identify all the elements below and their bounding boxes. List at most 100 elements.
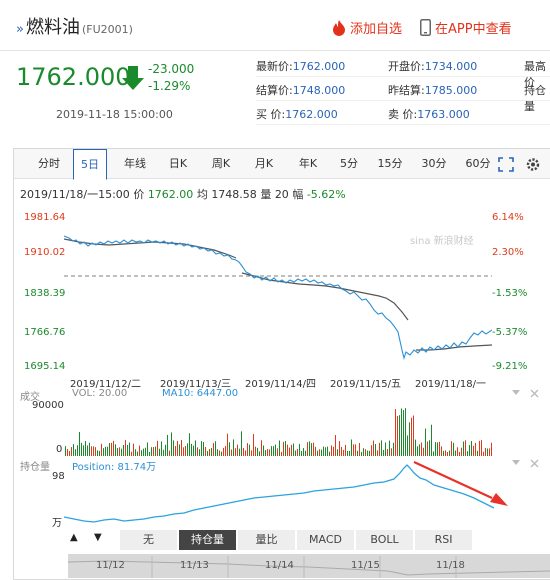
volume-bar [159, 448, 160, 456]
settings-icon[interactable] [524, 156, 542, 173]
volume-bar [169, 450, 170, 456]
volume-bar [191, 443, 192, 456]
navigator-label: 11/13 [180, 560, 209, 571]
tab-year-line[interactable]: 年线 [124, 157, 146, 170]
panel-close-icon[interactable] [530, 389, 539, 398]
volume-bar [373, 440, 374, 456]
tab-monthly-k[interactable]: 月K [254, 157, 274, 170]
volume-bar [433, 451, 434, 456]
volume-bar [475, 442, 476, 456]
phone-icon [420, 19, 431, 36]
indicator-rsi[interactable]: RSI [415, 530, 473, 550]
volume-bar [277, 448, 278, 456]
double-chevron-icon: » [16, 22, 24, 37]
view-in-app-button[interactable]: 在APP中查看 [420, 18, 512, 37]
volume-bar [415, 439, 416, 456]
navigator-label: 11/12 [96, 560, 125, 571]
volume-bar [157, 440, 158, 456]
volume-panel-title: 成交 [20, 392, 40, 403]
tab-15min[interactable]: 15分 [377, 157, 403, 170]
tab-intraday[interactable]: 分时 [38, 157, 60, 170]
volume-bar [217, 449, 218, 456]
oi-axis-unit: 万 [52, 518, 62, 529]
panel-close-icon[interactable] [530, 459, 539, 468]
volume-bar [247, 443, 248, 456]
tab-5day[interactable]: 5日 [73, 149, 107, 180]
panel-collapse-icon[interactable] [511, 459, 521, 467]
flame-icon [333, 19, 345, 36]
crosshair-info: 2019/11/18/一15:00 价 1762.00 均 1748.58 量 … [20, 188, 346, 201]
volume-bar [351, 439, 352, 456]
volume-bar [477, 450, 478, 456]
tab-60min[interactable]: 60分 [465, 157, 491, 170]
volume-bar [237, 444, 238, 456]
tab-30min[interactable]: 30分 [421, 157, 447, 170]
volume-bar [197, 447, 198, 456]
volume-bar [203, 442, 204, 456]
price-axis-label: 1766.76 [24, 327, 66, 338]
volume-bar [457, 447, 458, 456]
volume-bar [233, 439, 234, 456]
volume-bar [167, 434, 168, 456]
open-interest-chart[interactable] [64, 460, 514, 528]
volume-bar [293, 443, 294, 456]
tab-yearly-k[interactable]: 年K [298, 157, 318, 170]
scroll-down-icon[interactable]: ▼ [94, 532, 102, 543]
indicator-volume-ratio[interactable]: 量比 [238, 530, 296, 550]
volume-bar [297, 448, 298, 456]
volume-bar [129, 442, 130, 456]
volume-bar [241, 431, 242, 456]
range-navigator[interactable] [68, 554, 550, 578]
volume-bar [153, 447, 154, 456]
volume-bar [485, 447, 486, 456]
pct-axis-label: 2.30% [492, 247, 524, 258]
volume-bar [73, 444, 74, 456]
add-favorite-button[interactable]: 添加自选 [332, 18, 402, 37]
volume-bar [261, 440, 262, 456]
volume-bar [447, 451, 448, 456]
volume-bar [229, 442, 230, 456]
volume-chart[interactable] [64, 400, 492, 456]
scroll-up-icon[interactable]: ▲ [70, 532, 78, 543]
volume-bar [187, 443, 188, 456]
fullscreen-icon[interactable] [498, 157, 514, 172]
volume-bar [425, 428, 426, 456]
volume-bar [147, 442, 148, 456]
volume-bar [201, 441, 202, 456]
volume-bar [177, 441, 178, 456]
date-axis-label: 2019/11/14/四 [245, 379, 317, 390]
volume-bar [175, 446, 176, 456]
volume-axis-top: 90000 [32, 400, 64, 411]
panel-collapse-icon[interactable] [511, 389, 521, 397]
volume-bar [111, 442, 112, 456]
pct-axis-label: -1.53% [492, 288, 528, 299]
tab-weekly-k[interactable]: 周K [211, 157, 231, 170]
volume-bar [87, 445, 88, 456]
quote-field: 结算价:1748.000 [256, 84, 346, 97]
volume-bar [427, 441, 428, 456]
indicator-macd[interactable]: MACD [297, 530, 355, 550]
volume-bar [375, 444, 376, 456]
price-axis-label: 1910.02 [24, 247, 66, 258]
volume-bar [287, 444, 288, 456]
down-arrow-icon [122, 66, 144, 90]
tab-daily-k[interactable]: 日K [168, 157, 188, 170]
price-chart[interactable] [64, 200, 492, 374]
volume-bar [299, 443, 300, 456]
tab-5min[interactable]: 5分 [340, 157, 358, 170]
volume-bar [461, 447, 462, 456]
volume-bar [317, 450, 318, 456]
volume-bar [243, 447, 244, 456]
volume-bar [443, 450, 444, 456]
volume-bar [283, 441, 284, 456]
indicator-open-interest[interactable]: 持仓量 [179, 530, 237, 550]
oi-panel-title: 持仓量 [20, 462, 50, 473]
volume-bar [123, 444, 124, 456]
volume-bar [311, 443, 312, 456]
volume-bar [275, 444, 276, 456]
volume-bar [109, 443, 110, 456]
volume-bar [279, 440, 280, 456]
indicator-none[interactable]: 无 [120, 530, 178, 550]
indicator-boll[interactable]: BOLL [356, 530, 414, 550]
volume-bar [121, 448, 122, 456]
